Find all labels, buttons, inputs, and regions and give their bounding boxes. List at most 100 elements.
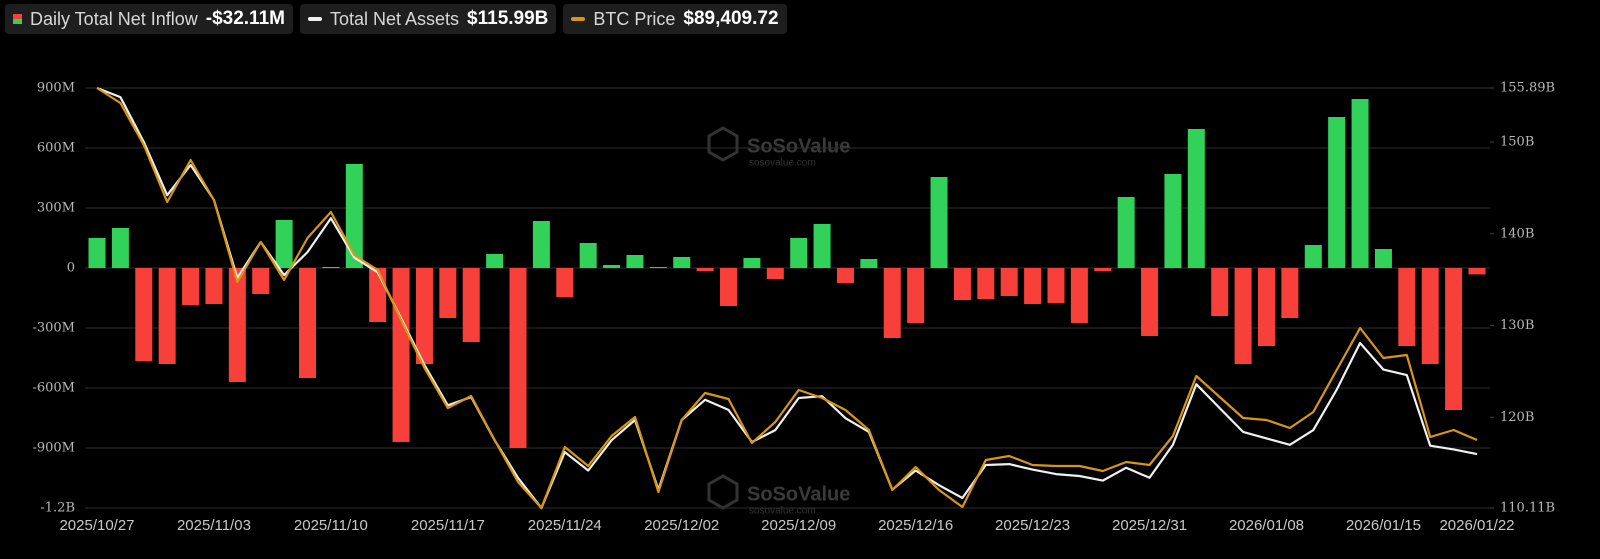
x-tick-label: 2025/10/27 <box>59 517 134 534</box>
bar <box>486 254 504 268</box>
watermark: SoSoValue <box>747 483 850 505</box>
bar <box>1117 197 1135 268</box>
x-tick-label: 2025/11/10 <box>294 517 368 534</box>
bar <box>953 268 971 300</box>
bar <box>696 268 714 271</box>
bar <box>1094 268 1112 271</box>
y-tick-label: 600M <box>37 141 75 156</box>
bar <box>790 238 808 268</box>
bar <box>439 268 457 318</box>
watermark: sosovalue.com <box>749 158 816 169</box>
legend-label: BTC Price <box>593 8 676 29</box>
x-tick-label: 2025/11/17 <box>411 517 485 534</box>
legend-label: Total Net Assets <box>329 8 460 29</box>
y-tick-label: -1.2B <box>40 501 75 516</box>
bar <box>1304 245 1322 268</box>
x-tick-label: 2025/12/09 <box>761 517 836 534</box>
bar <box>415 268 433 364</box>
bar <box>883 268 901 338</box>
bar <box>836 268 854 283</box>
bar <box>135 268 153 361</box>
legend-item: Total Net Assets $115.99B <box>299 4 557 34</box>
bar <box>743 258 761 268</box>
bar <box>111 228 129 268</box>
bar <box>275 220 293 268</box>
legend-swatch <box>307 17 322 21</box>
bar <box>673 257 691 268</box>
y-tick-label: -900M <box>32 441 75 456</box>
bar <box>509 268 527 448</box>
bar <box>1351 99 1369 268</box>
y2-tick-label: 155.89B <box>1500 81 1555 96</box>
x-tick-label: 2025/12/16 <box>878 517 953 534</box>
bar <box>158 268 176 364</box>
bar <box>1024 268 1042 304</box>
bar <box>1281 268 1299 318</box>
y-tick-label: 900M <box>37 81 75 96</box>
bar <box>977 268 995 299</box>
bar <box>1328 117 1346 268</box>
bar <box>603 265 621 268</box>
bar <box>1047 268 1065 303</box>
bar <box>1257 268 1275 346</box>
bar <box>766 268 784 279</box>
x-tick-label: 2025/12/02 <box>644 517 719 534</box>
bar <box>345 164 363 268</box>
legend-swatch-top <box>13 14 22 19</box>
watermark: SoSoValue <box>747 135 850 157</box>
bar <box>626 255 644 268</box>
bar <box>1164 174 1182 268</box>
x-tick-label: 2025/12/23 <box>995 517 1070 534</box>
x-tick-label: 2026/01/08 <box>1229 517 1304 534</box>
legend-item: Daily Total Net Inflow -$32.11M <box>5 4 293 34</box>
x-tick-label: 2026/01/15 <box>1346 517 1421 534</box>
bar <box>556 268 574 297</box>
watermark-logo <box>707 474 739 510</box>
bar <box>532 221 550 268</box>
bar <box>228 268 246 382</box>
legend-value: $115.99B <box>467 8 549 29</box>
y2-tick-label: 140B <box>1500 226 1534 241</box>
legend-swatch <box>571 17 586 21</box>
legend-swatch <box>13 14 22 24</box>
bar <box>1187 129 1205 268</box>
bar <box>392 268 410 442</box>
bar <box>1421 268 1439 364</box>
bar <box>1398 268 1416 346</box>
bar <box>907 268 925 323</box>
x-tick-label: 2025/11/24 <box>528 517 602 534</box>
bar <box>1070 268 1088 323</box>
legend-swatch-bottom <box>13 19 22 24</box>
bar <box>369 268 387 322</box>
bar <box>649 267 667 268</box>
y-tick-label: 0 <box>67 261 75 276</box>
legend-value: -$32.11M <box>205 8 285 29</box>
bar <box>1234 268 1252 364</box>
bar <box>579 243 597 268</box>
bar <box>205 268 223 304</box>
legend-item: BTC Price $89,409.72 <box>563 4 787 34</box>
watermark-logo <box>707 126 739 162</box>
y-tick-label: 300M <box>37 201 75 216</box>
x-tick-label: 2025/12/31 <box>1112 517 1187 534</box>
legend-value: $89,409.72 <box>683 8 779 29</box>
legend: Daily Total Net Inflow -$32.11M Total Net … <box>5 4 787 34</box>
bar <box>860 259 878 268</box>
line <box>96 87 1478 510</box>
x-tick-label: 2025/11/03 <box>177 517 251 534</box>
bar <box>88 238 106 268</box>
y2-tick-label: 130B <box>1500 318 1534 333</box>
bar <box>299 268 317 378</box>
y2-tick-label: 110.11B <box>1500 501 1555 516</box>
y-tick-label: -300M <box>32 321 75 336</box>
bar <box>1211 268 1229 316</box>
y2-tick-label: 150B <box>1500 135 1534 150</box>
bar <box>252 268 270 294</box>
x-tick-label: 2026/01/22 <box>1439 517 1514 534</box>
line <box>96 86 1478 510</box>
bar <box>1000 268 1018 296</box>
bar <box>322 267 340 268</box>
y-tick-label: -600M <box>32 381 75 396</box>
legend-label: Daily Total Net Inflow <box>30 8 198 29</box>
